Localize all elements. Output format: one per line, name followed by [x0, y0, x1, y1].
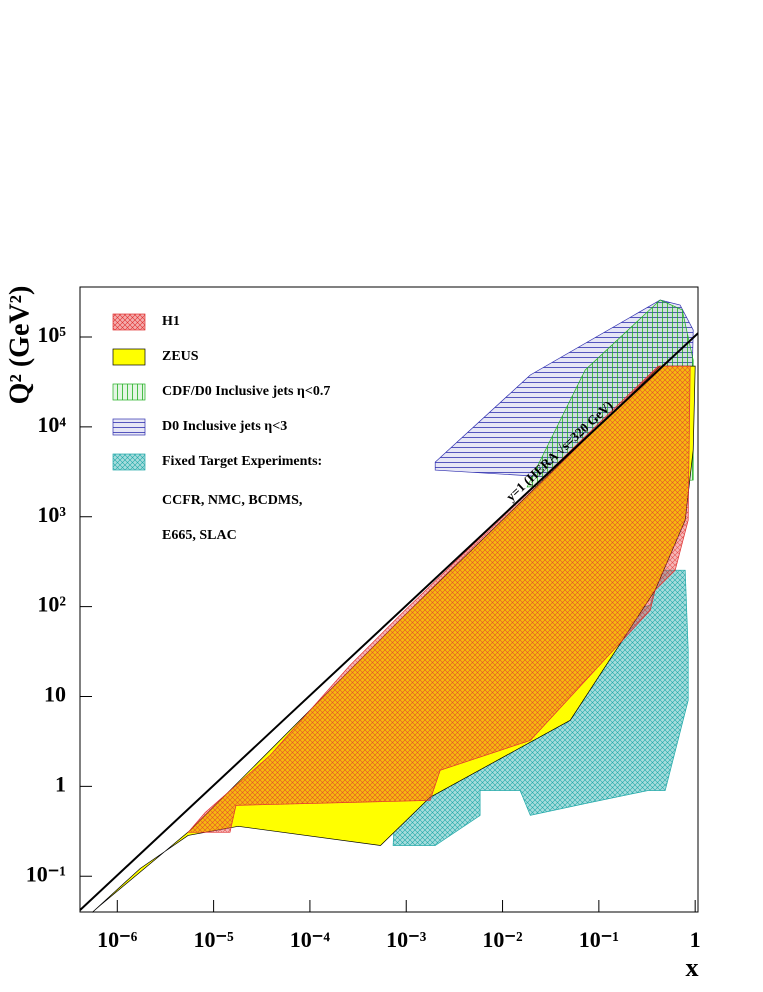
y-tick-label: 10⁻¹: [26, 861, 66, 886]
legend-swatch: [112, 453, 146, 471]
legend-swatch: [112, 383, 146, 401]
region: [187, 365, 691, 833]
x-tick-label: 1: [690, 927, 701, 952]
x-axis-title: x: [686, 953, 699, 982]
legend-label: D0 Inclusive jets η<3: [162, 419, 287, 434]
x-tick-label: 10⁻²: [482, 927, 523, 952]
legend-note: E665, SLAC: [162, 528, 237, 543]
y-axis-title: Q² (GeV²): [4, 286, 35, 405]
x-tick-label: 10⁻¹: [579, 927, 619, 952]
plot-frame: [79, 286, 699, 913]
y-tick-label: 10⁴: [37, 412, 66, 437]
y-tick-label: 10: [44, 682, 66, 707]
x-tick-label: 10⁻⁵: [193, 927, 234, 952]
legend-label: CDF/D0 Inclusive jets η<0.7: [162, 384, 330, 399]
kinematic-line: [79, 332, 699, 911]
legend-swatch: [112, 418, 146, 436]
y-tick-label: 1: [55, 771, 66, 796]
legend-swatch: [112, 313, 146, 331]
legend-label: H1: [162, 314, 180, 329]
legend-swatch: [112, 348, 146, 366]
legend-note: CCFR, NMC, BCDMS,: [162, 493, 302, 508]
y-tick-label: 10⁵: [37, 322, 66, 347]
y-tick-label: 10³: [37, 502, 66, 527]
x-tick-label: 10⁻⁶: [97, 927, 138, 952]
y-tick-label: 10²: [37, 592, 66, 617]
x-tick-label: 10⁻⁴: [290, 927, 331, 952]
legend-label: ZEUS: [162, 349, 199, 364]
legend-label: Fixed Target Experiments:: [162, 454, 322, 469]
x-tick-label: 10⁻³: [386, 927, 427, 952]
